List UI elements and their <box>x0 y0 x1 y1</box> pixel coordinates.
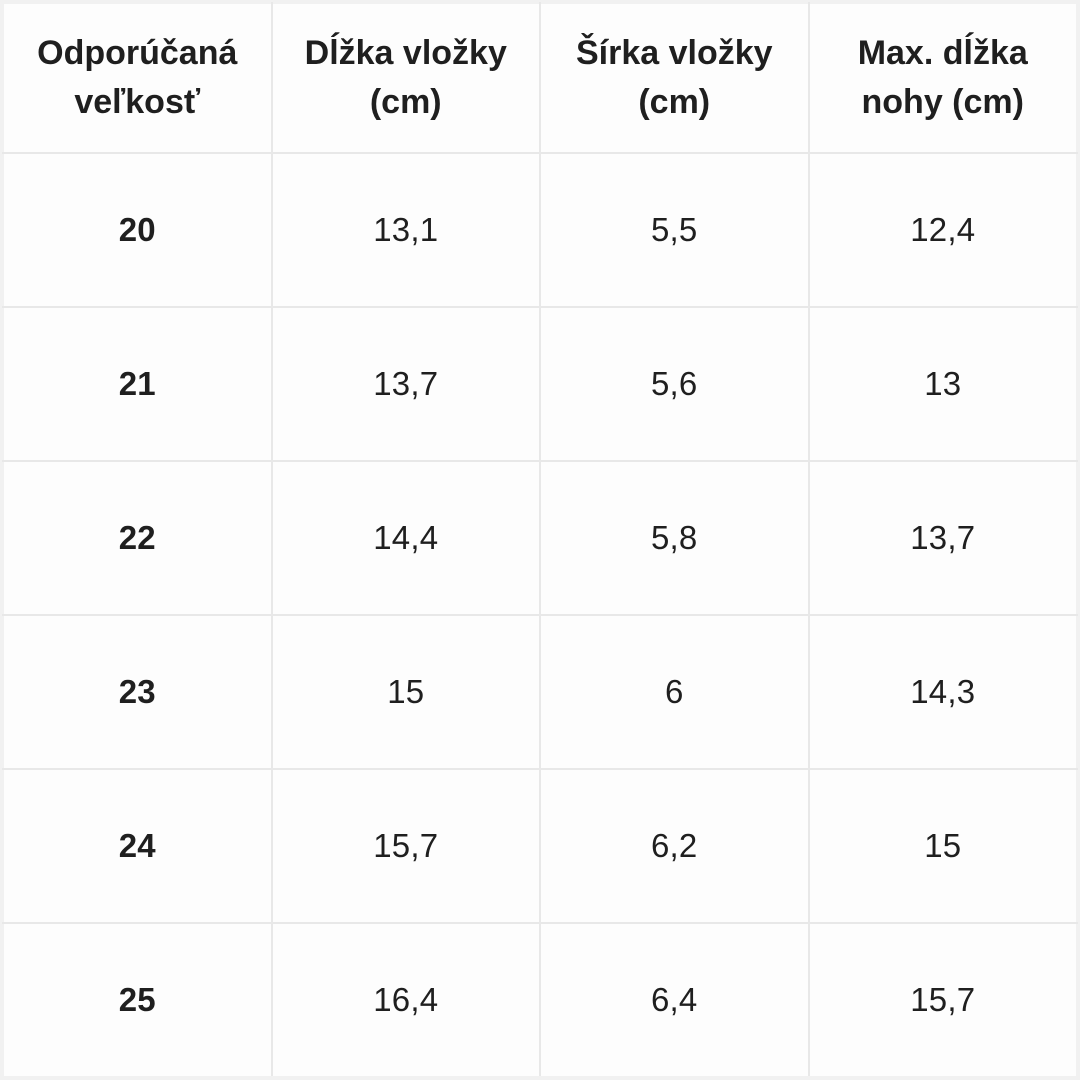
size-cell: 23 <box>2 614 273 770</box>
size-cell: 21 <box>2 306 273 462</box>
insole-length-cell: 15,7 <box>270 768 541 924</box>
header-recommended-size: Odporúčaná veľkosť <box>2 2 273 154</box>
insole-width-cell: 5,8 <box>539 460 810 616</box>
max-foot-length-cell: 13 <box>807 306 1078 462</box>
table-row: 22 14,4 5,8 13,7 <box>2 460 1078 616</box>
max-foot-length-cell: 12,4 <box>807 152 1078 308</box>
insole-width-cell: 6,2 <box>539 768 810 924</box>
header-max-foot-length: Max. dĺžka nohy (cm) <box>807 2 1078 154</box>
insole-length-cell: 15 <box>270 614 541 770</box>
table-row: 23 15 6 14,3 <box>2 614 1078 770</box>
table-row: 20 13,1 5,5 12,4 <box>2 152 1078 308</box>
max-foot-length-cell: 14,3 <box>807 614 1078 770</box>
table-row: 21 13,7 5,6 13 <box>2 306 1078 462</box>
size-cell: 20 <box>2 152 273 308</box>
table-row: 25 16,4 6,4 15,7 <box>2 922 1078 1078</box>
table-row: 24 15,7 6,2 15 <box>2 768 1078 924</box>
insole-width-cell: 6 <box>539 614 810 770</box>
size-cell: 22 <box>2 460 273 616</box>
insole-width-cell: 5,6 <box>539 306 810 462</box>
insole-length-cell: 16,4 <box>270 922 541 1078</box>
insole-width-cell: 6,4 <box>539 922 810 1078</box>
max-foot-length-cell: 15 <box>807 768 1078 924</box>
header-row: Odporúčaná veľkosť Dĺžka vložky (cm) Šír… <box>2 2 1078 154</box>
max-foot-length-cell: 15,7 <box>807 922 1078 1078</box>
header-insole-length: Dĺžka vložky (cm) <box>270 2 541 154</box>
max-foot-length-cell: 13,7 <box>807 460 1078 616</box>
header-insole-width: Šírka vložky (cm) <box>539 2 810 154</box>
insole-length-cell: 13,7 <box>270 306 541 462</box>
table-body: 20 13,1 5,5 12,4 21 13,7 5,6 13 22 14,4 5,8 13,7 23 1… <box>2 152 1078 1078</box>
insole-length-cell: 13,1 <box>270 152 541 308</box>
insole-width-cell: 5,5 <box>539 152 810 308</box>
size-cell: 24 <box>2 768 273 924</box>
table-header: Odporúčaná veľkosť Dĺžka vložky (cm) Šír… <box>2 2 1078 154</box>
insole-length-cell: 14,4 <box>270 460 541 616</box>
size-cell: 25 <box>2 922 273 1078</box>
